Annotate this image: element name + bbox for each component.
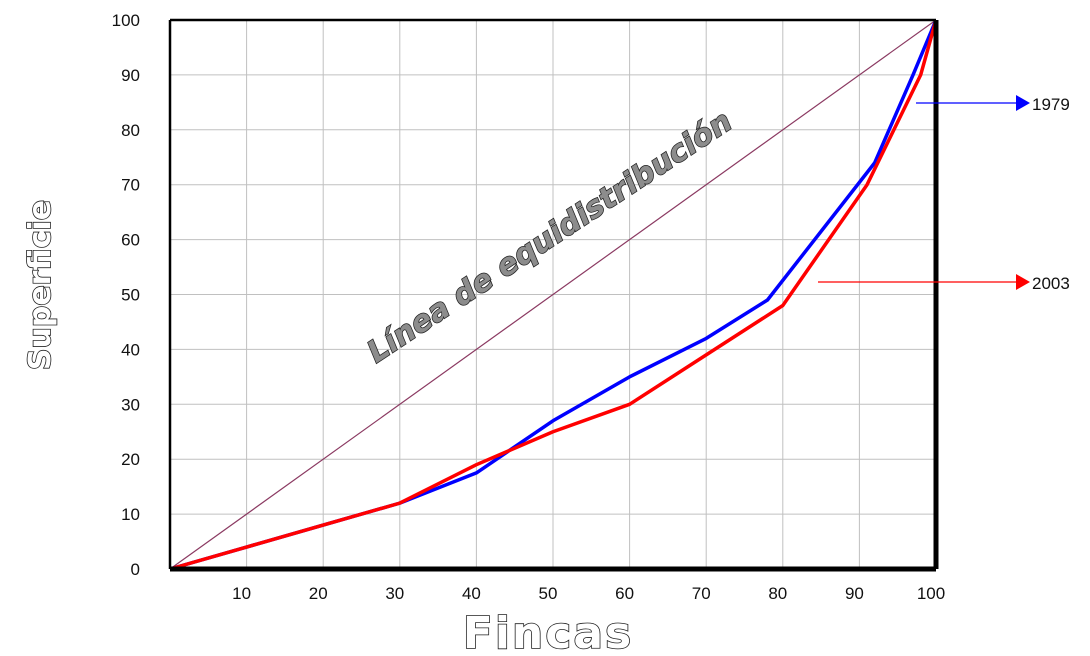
y-tick-label: 10 xyxy=(121,505,140,524)
plot-frame xyxy=(168,18,939,572)
y-axis-title: Superficie xyxy=(23,200,58,370)
y-tick-label: 50 xyxy=(121,286,140,305)
series-label-1979: 1979 xyxy=(1032,95,1070,114)
x-axis-title: Fincas xyxy=(463,608,633,656)
x-tick-label: 90 xyxy=(845,584,864,603)
y-tick-label: 20 xyxy=(121,450,140,469)
series-label-2003: 2003 xyxy=(1032,274,1070,293)
series-lines xyxy=(169,19,938,571)
x-tick-labels: 10 20 30 40 50 60 70 80 90 100 xyxy=(232,584,945,603)
series-callouts: 1979 2003 xyxy=(818,95,1070,293)
equidistribution-label: Línea de equidistribución xyxy=(361,104,738,370)
callout-arrowhead-2003 xyxy=(1016,274,1030,290)
x-tick-label: 10 xyxy=(232,584,251,603)
equidistribution-line xyxy=(169,19,937,570)
x-tick-label: 30 xyxy=(385,584,404,603)
x-tick-label: 40 xyxy=(462,584,481,603)
x-tick-label: 50 xyxy=(539,584,558,603)
y-tick-label: 0 xyxy=(131,560,140,579)
y-tick-label: 80 xyxy=(121,121,140,140)
callout-arrowhead-1979 xyxy=(1016,95,1030,111)
y-tick-label: 40 xyxy=(121,340,140,359)
y-tick-label: 100 xyxy=(112,11,140,30)
y-tick-label: 70 xyxy=(121,176,140,195)
x-tick-label: 60 xyxy=(615,584,634,603)
x-tick-label: 20 xyxy=(309,584,328,603)
y-tick-label: 90 xyxy=(121,66,140,85)
x-tick-label: 100 xyxy=(917,584,945,603)
y-tick-label: 30 xyxy=(121,395,140,414)
y-tick-label: 60 xyxy=(121,231,140,250)
x-tick-label: 70 xyxy=(692,584,711,603)
series-line-2003 xyxy=(169,19,938,571)
y-tick-labels: 0 10 20 30 40 50 60 70 80 90 100 xyxy=(112,11,140,579)
x-tick-label: 80 xyxy=(768,584,787,603)
